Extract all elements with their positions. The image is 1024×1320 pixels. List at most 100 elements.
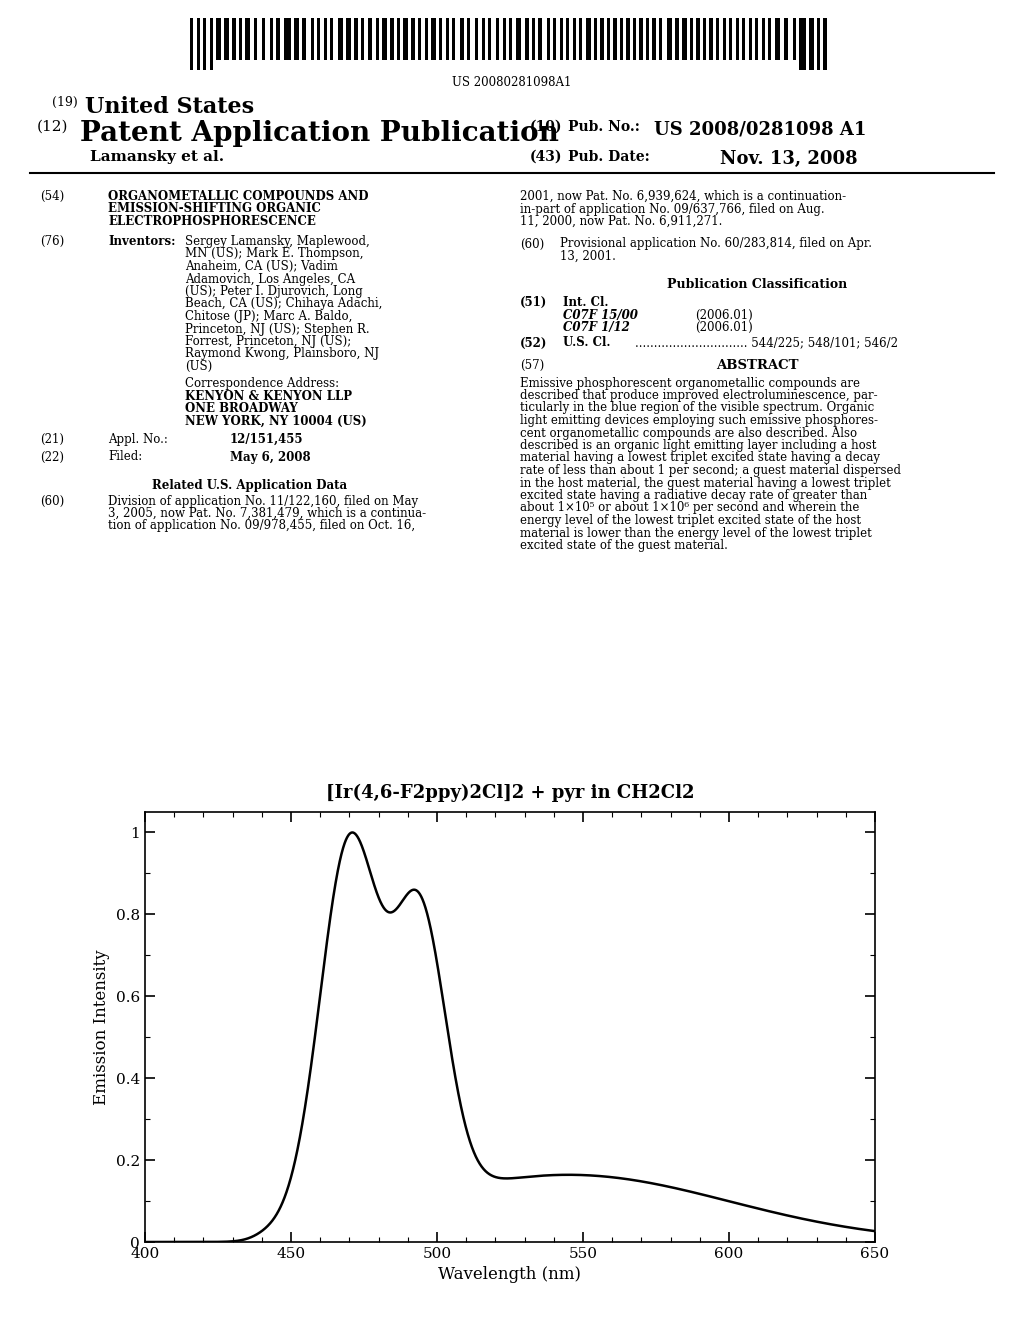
Text: (2006.01): (2006.01) xyxy=(695,309,753,322)
Text: (60): (60) xyxy=(40,495,65,507)
Bar xyxy=(823,18,826,70)
Bar xyxy=(232,18,236,59)
Text: KENYON & KENYON LLP: KENYON & KENYON LLP xyxy=(185,389,352,403)
Text: Beach, CA (US); Chihaya Adachi,: Beach, CA (US); Chihaya Adachi, xyxy=(185,297,382,310)
Bar xyxy=(262,18,265,59)
Bar xyxy=(696,18,699,59)
Bar xyxy=(547,18,550,59)
Text: excited state of the guest material.: excited state of the guest material. xyxy=(520,539,728,552)
Bar xyxy=(418,18,421,59)
Bar xyxy=(269,18,273,59)
Text: 11, 2000, now Pat. No. 6,911,271.: 11, 2000, now Pat. No. 6,911,271. xyxy=(520,215,722,228)
Bar xyxy=(516,18,520,59)
Text: ticularly in the blue region of the visible spectrum. Organic: ticularly in the blue region of the visi… xyxy=(520,401,874,414)
Bar xyxy=(294,18,299,59)
Text: (2006.01): (2006.01) xyxy=(695,321,753,334)
Text: (19): (19) xyxy=(52,96,78,110)
Bar xyxy=(509,18,512,59)
Text: ONE BROADWAY: ONE BROADWAY xyxy=(185,403,298,416)
Bar xyxy=(310,18,313,59)
Bar xyxy=(317,18,321,59)
Bar xyxy=(382,18,387,59)
Bar xyxy=(703,18,707,59)
Bar xyxy=(338,18,343,59)
Text: ORGANOMETALLIC COMPOUNDS AND: ORGANOMETALLIC COMPOUNDS AND xyxy=(108,190,369,203)
Bar xyxy=(330,18,333,59)
Bar xyxy=(475,18,478,59)
Bar xyxy=(716,18,719,59)
Bar xyxy=(285,18,291,59)
Bar xyxy=(324,18,327,59)
Text: (43): (43) xyxy=(530,150,562,164)
Bar xyxy=(276,18,280,59)
X-axis label: Wavelength (nm): Wavelength (nm) xyxy=(438,1266,582,1283)
Text: (60): (60) xyxy=(520,238,544,251)
Bar xyxy=(216,18,221,59)
Text: Appl. No.:: Appl. No.: xyxy=(108,433,168,446)
Text: (76): (76) xyxy=(40,235,65,248)
Bar xyxy=(488,18,492,59)
Text: (US): (US) xyxy=(185,360,212,374)
Bar xyxy=(633,18,636,59)
Text: material is lower than the energy level of the lowest triplet: material is lower than the energy level … xyxy=(520,527,871,540)
Text: in the host material, the guest material having a lowest triplet: in the host material, the guest material… xyxy=(520,477,891,490)
Bar xyxy=(675,18,679,59)
Bar xyxy=(586,18,591,59)
Bar xyxy=(461,18,464,59)
Bar xyxy=(403,18,409,59)
Text: excited state having a radiative decay rate of greater than: excited state having a radiative decay r… xyxy=(520,488,867,502)
Bar xyxy=(572,18,575,59)
Bar xyxy=(690,18,693,59)
Bar xyxy=(445,18,449,59)
Bar xyxy=(755,18,759,59)
Bar xyxy=(346,18,351,59)
Bar xyxy=(224,18,229,59)
Bar xyxy=(302,18,305,59)
Bar xyxy=(566,18,569,59)
Bar xyxy=(594,18,597,59)
Text: Inventors:: Inventors: xyxy=(108,235,175,248)
Bar xyxy=(361,18,365,59)
Text: cent organometallic compounds are also described. Also: cent organometallic compounds are also d… xyxy=(520,426,857,440)
Text: US 2008/0281098 A1: US 2008/0281098 A1 xyxy=(654,120,866,139)
Bar xyxy=(390,18,393,59)
Text: (22): (22) xyxy=(40,450,63,463)
Bar xyxy=(784,18,787,59)
Text: ELECTROPHOSPHORESCENCE: ELECTROPHOSPHORESCENCE xyxy=(108,215,315,228)
Bar xyxy=(431,18,436,59)
Text: described is an organic light emitting layer including a host: described is an organic light emitting l… xyxy=(520,440,877,451)
Bar xyxy=(580,18,583,59)
Text: Raymond Kwong, Plainsboro, NJ: Raymond Kwong, Plainsboro, NJ xyxy=(185,347,379,360)
Bar xyxy=(453,18,456,59)
Bar xyxy=(376,18,379,59)
Bar xyxy=(742,18,745,59)
Text: Pub. No.:: Pub. No.: xyxy=(568,120,640,135)
Bar xyxy=(539,18,542,59)
Bar xyxy=(439,18,442,59)
Bar xyxy=(735,18,738,59)
Text: May 6, 2008: May 6, 2008 xyxy=(230,450,310,463)
Text: Correspondence Address:: Correspondence Address: xyxy=(185,378,339,391)
Bar xyxy=(646,18,649,59)
Text: ABSTRACT: ABSTRACT xyxy=(716,359,799,372)
Bar xyxy=(774,18,779,59)
Text: MN (US); Mark E. Thompson,: MN (US); Mark E. Thompson, xyxy=(185,248,364,260)
Text: EMISSION-SHIFTING ORGANIC: EMISSION-SHIFTING ORGANIC xyxy=(108,202,321,215)
Text: Patent Application Publication: Patent Application Publication xyxy=(80,120,559,147)
Text: Provisional application No. 60/283,814, filed on Apr.: Provisional application No. 60/283,814, … xyxy=(560,238,872,251)
Bar xyxy=(425,18,428,59)
Bar xyxy=(354,18,357,59)
Text: in-part of application No. 09/637,766, filed on Aug.: in-part of application No. 09/637,766, f… xyxy=(520,202,824,215)
Bar xyxy=(254,18,257,59)
Text: light emitting devices employing such emissive phosphores-: light emitting devices employing such em… xyxy=(520,414,878,426)
Bar xyxy=(668,18,672,59)
Text: (10): (10) xyxy=(530,120,562,135)
Bar xyxy=(749,18,752,59)
Bar xyxy=(659,18,663,59)
Text: C07F 15/00: C07F 15/00 xyxy=(563,309,638,322)
Text: about 1×10⁵ or about 1×10⁶ per second and wherein the: about 1×10⁵ or about 1×10⁶ per second an… xyxy=(520,502,859,515)
Bar xyxy=(246,18,250,59)
Bar xyxy=(481,18,484,59)
Text: C07F 1/12: C07F 1/12 xyxy=(563,321,630,334)
Text: (12): (12) xyxy=(37,120,69,135)
